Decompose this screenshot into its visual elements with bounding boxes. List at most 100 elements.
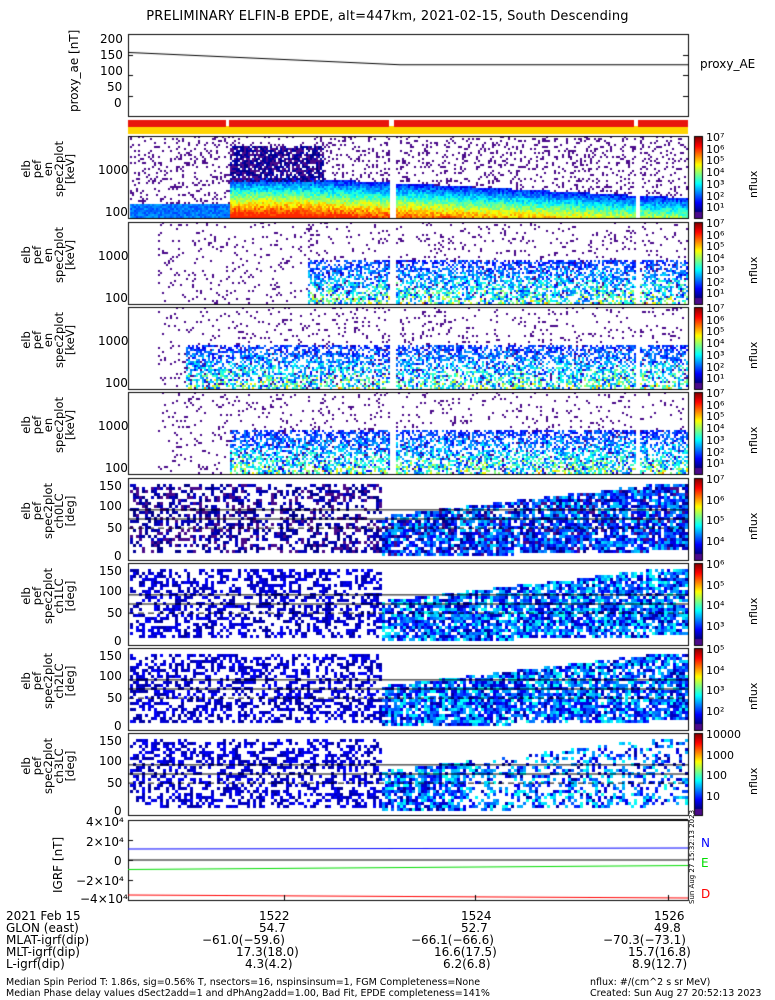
ytick-label: 50 (107, 521, 123, 535)
ytick-label: 1000 (98, 419, 129, 433)
cbar-tick-label: 10000 (706, 728, 741, 741)
cbar-label: nflux (747, 682, 760, 710)
cbar-tick-label: 10⁷ (706, 387, 725, 400)
ae-legend: proxy_AE (700, 57, 756, 71)
cbar-tick-label: 10³ (706, 263, 725, 277)
row-value: 1526 (654, 909, 685, 923)
cbar-tick-label: 10² (706, 189, 725, 203)
cbar-tick-label: 10³ (706, 433, 725, 447)
page-title: PRELIMINARY ELFIN-B EPDE, alt=447km, 202… (146, 9, 629, 24)
igrf-legend-d: D (701, 887, 711, 901)
cbar-label: nflux (747, 597, 760, 625)
igrf-ytick-1: 2×10⁴ (86, 835, 124, 849)
ytick-label: 100 (105, 205, 128, 219)
cbar-tick-label: 10¹ (706, 457, 725, 471)
igrf-legend-n: N (701, 836, 710, 850)
row-value: 54.7 (259, 921, 286, 935)
cbar-tick-label: 10⁶ (706, 398, 725, 412)
ytick-label: 0 (114, 634, 122, 648)
cbar-tick-label: 10⁵ (706, 410, 725, 424)
panel-ylabel: [deg] (63, 750, 77, 782)
table-row-mlt: MLT-igrf(dip) 17.3(18.0) 16.6(17.5) 15.7… (6, 946, 771, 958)
igrf-legend-e: E (701, 856, 709, 870)
row-value: −70.3(−73.1) (603, 933, 686, 947)
ytick-label: 100 (105, 291, 128, 305)
panel-ylabel: [deg] (63, 665, 77, 697)
row-label: MLAT-igrf(dip) (6, 933, 90, 947)
row-value: 16.6(17.5) (434, 945, 497, 959)
cbar-tick-label: 10⁷ (706, 302, 725, 315)
cbar-tick-label: 10 (706, 789, 720, 803)
row-value: 6.2(6.8) (443, 957, 491, 971)
cbar-tick-label: 10⁷ (706, 131, 725, 144)
cbar-tick-label: 10⁶ (706, 558, 725, 571)
cbar-tick-label: 10⁷ (706, 217, 725, 230)
ytick-label: 100 (99, 584, 122, 598)
ae-ytick-0: 0 (114, 96, 122, 110)
cbar-tick-label: 10¹ (706, 287, 725, 301)
cbar-tick-label: 10⁷ (706, 473, 725, 486)
panel-ylabel: [keV] (63, 409, 77, 441)
ytick-label: 0 (114, 549, 122, 563)
ae-ytick-200: 200 (100, 32, 123, 46)
ytick-label: 1000 (98, 249, 129, 263)
igrf-ytick-2: 0 (114, 854, 122, 868)
ytick-label: 50 (107, 606, 123, 620)
cbar-tick-label: 10³ (706, 177, 725, 191)
ytick-label: 0 (114, 719, 122, 733)
panel-ylabel: [keV] (63, 324, 77, 356)
cbar-tick-label: 10⁴ (706, 534, 725, 548)
panel-ylabel: [keV] (63, 239, 77, 271)
cbar-label: nflux (747, 426, 760, 454)
cbar-label: nflux (747, 767, 760, 795)
panel-ylabel: [deg] (63, 495, 77, 527)
cbar-tick-label: 10⁵ (706, 578, 725, 592)
ytick-label: 100 (99, 499, 122, 513)
ytick-label: 1000 (98, 334, 129, 348)
table-row-mlat: MLAT-igrf(dip) −61.0(−59.6) −66.1(−66.6)… (6, 934, 771, 946)
panel-ylabel: [keV] (63, 153, 77, 185)
cbar-tick-label: 10² (706, 445, 725, 459)
ae-ytick-150: 150 (100, 48, 123, 62)
table-row-glon: GLON (east) 54.7 52.7 49.8 (6, 922, 771, 934)
ytick-label: 100 (105, 461, 128, 475)
row-value: 8.9(12.7) (632, 957, 688, 971)
cbar-label: nflux (747, 341, 760, 369)
footer-line2: Median Phase delay values dSect2add=1 an… (6, 988, 490, 999)
cbar-tick-label: 10⁶ (706, 493, 725, 507)
row-value: 1524 (461, 909, 492, 923)
row-label: MLT-igrf(dip) (6, 945, 80, 959)
cbar-tick-label: 10⁴ (706, 166, 725, 180)
cbar-tick-label: 10³ (706, 348, 725, 362)
ytick-label: 150 (99, 734, 122, 748)
row-value: 49.8 (654, 921, 681, 935)
igrf-ytick-4: −4×10⁴ (80, 892, 128, 906)
igrf-side-text: Sun Aug 27 15:32:13 2023 (688, 809, 696, 904)
cbar-tick-label: 10⁶ (706, 313, 725, 327)
table-row-l: L-igrf(dip) 4.3(4.2) 6.2(6.8) 8.9(12.7) (6, 958, 771, 970)
ytick-label: 100 (99, 669, 122, 683)
ytick-label: 50 (107, 776, 123, 790)
ytick-label: 50 (107, 691, 123, 705)
cbar-tick-label: 100 (706, 769, 727, 782)
cbar-tick-label: 10⁵ (706, 154, 725, 168)
cbar-tick-label: 10³ (706, 684, 725, 697)
cbar-tick-label: 1000 (706, 748, 734, 762)
ytick-label: 150 (99, 649, 122, 663)
row-value: 4.3(4.2) (245, 957, 293, 971)
panel-ylabel: [deg] (63, 580, 77, 612)
igrf-ylabel: IGRF [nT] (51, 836, 65, 893)
footer-nflux-units: nflux: #/(cm^2 s sr MeV) (590, 977, 711, 988)
cbar-tick-label: 10⁵ (706, 325, 725, 339)
cbar-label: nflux (747, 170, 760, 198)
cbar-tick-label: 10⁵ (706, 643, 725, 656)
row-label: GLON (east) (6, 921, 79, 935)
row-label: 2021 Feb 15 (6, 909, 81, 923)
row-value: 1522 (259, 909, 290, 923)
table-row-date: 2021 Feb 15 1522 1524 1526 (6, 910, 771, 922)
cbar-tick-label: 10⁴ (706, 252, 725, 266)
row-value: −66.1(−66.6) (411, 933, 494, 947)
ae-ytick-50: 50 (107, 80, 123, 94)
footer-line1: Median Spin Period T: 1.86s, sig=0.56% T… (6, 977, 481, 988)
